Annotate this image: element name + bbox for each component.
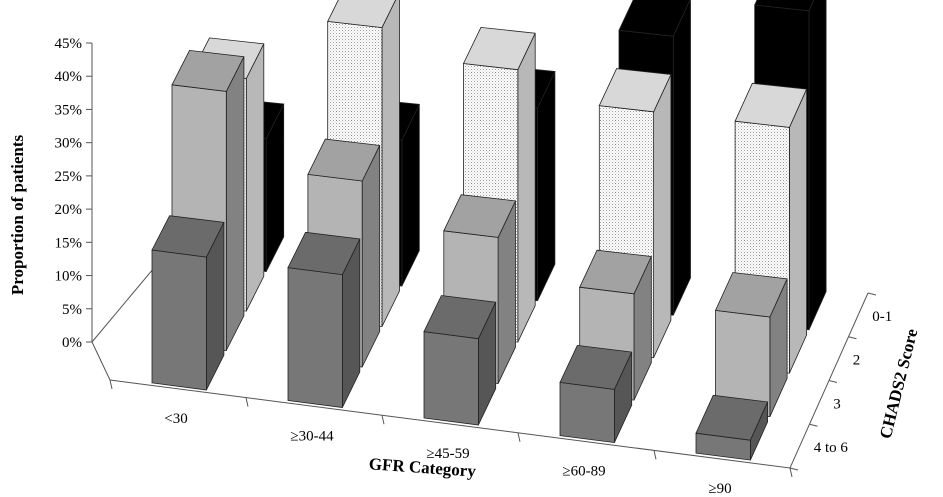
x-tick — [109, 379, 113, 390]
y-tick-label: 30% — [55, 136, 83, 152]
y-tick-label: 35% — [55, 102, 83, 118]
bar-top — [307, 138, 381, 182]
y-tick-label: 10% — [55, 269, 83, 285]
bar-top — [695, 394, 769, 441]
x-tick-label: ≥60-89 — [562, 464, 605, 480]
y-tick-label: 20% — [55, 202, 83, 218]
y-tick-label: 15% — [55, 235, 83, 251]
bar-top — [171, 49, 245, 92]
bar-side — [808, 0, 827, 330]
z-tick-label: 4 to 6 — [814, 440, 849, 456]
bar — [559, 344, 633, 444]
bar-top — [287, 231, 361, 276]
bars — [151, 0, 827, 461]
bar-side — [225, 56, 245, 351]
bar — [423, 295, 497, 426]
y-tick-label: 25% — [55, 169, 83, 185]
labels: 0% 5% 10% 15% 20% 25% 30% 35% 40% 45% <30 ≥30-44 ≥45… — [55, 36, 893, 497]
z-axis-title: CHADS2 Score — [876, 326, 922, 440]
x-tick — [245, 397, 249, 407]
bar — [714, 272, 788, 418]
x-tick — [517, 432, 521, 442]
z-tick — [848, 336, 857, 340]
z-tick — [809, 423, 818, 427]
bar-top — [579, 249, 652, 295]
y-tick-label: 40% — [55, 69, 83, 85]
x-tick-label: ≥45-59 — [426, 446, 469, 462]
bar-side — [381, 0, 400, 327]
bar — [151, 215, 225, 391]
bar-front — [151, 249, 207, 391]
z-tick — [828, 380, 838, 383]
bar-top — [734, 82, 808, 128]
bar-side — [361, 145, 381, 368]
bar-side — [245, 43, 265, 312]
bar-top — [443, 194, 517, 238]
bar-side — [789, 88, 807, 374]
bar-side — [537, 71, 556, 301]
bar-top — [754, 0, 815, 12]
bar-top — [618, 0, 691, 37]
bar-side — [672, 0, 691, 316]
bar — [695, 394, 769, 461]
z-tick — [789, 467, 799, 471]
bar-front — [423, 331, 479, 426]
bar-front — [559, 381, 615, 444]
z-tick-label: 2 — [853, 353, 861, 369]
x-tick-label: ≥30-44 — [290, 428, 334, 444]
bar-top — [714, 272, 788, 318]
y-tick-label: 45% — [55, 36, 83, 52]
x-tick — [653, 450, 657, 460]
bar — [287, 231, 361, 408]
bar-side — [653, 74, 672, 358]
bar-top — [151, 215, 225, 258]
bar-front — [287, 267, 343, 408]
bar-top — [462, 26, 536, 71]
z-tick-label: 3 — [833, 396, 841, 412]
bar-top — [327, 0, 397, 29]
y-tick-label: 5% — [62, 302, 82, 318]
bar-top — [423, 295, 497, 340]
y-tick-label: 0% — [62, 335, 82, 351]
axes — [86, 42, 877, 478]
z-tick-label: 0-1 — [872, 309, 892, 325]
x-tick — [789, 467, 793, 478]
bar-side — [517, 33, 536, 343]
bar-top — [559, 344, 633, 390]
y-axis-title: Proportion of patients — [8, 135, 27, 296]
bar-top — [598, 68, 672, 113]
x-tick-label: <30 — [164, 411, 187, 427]
z-tick — [867, 292, 877, 296]
x-tick-label: ≥90 — [708, 481, 731, 497]
x-tick — [381, 415, 385, 425]
